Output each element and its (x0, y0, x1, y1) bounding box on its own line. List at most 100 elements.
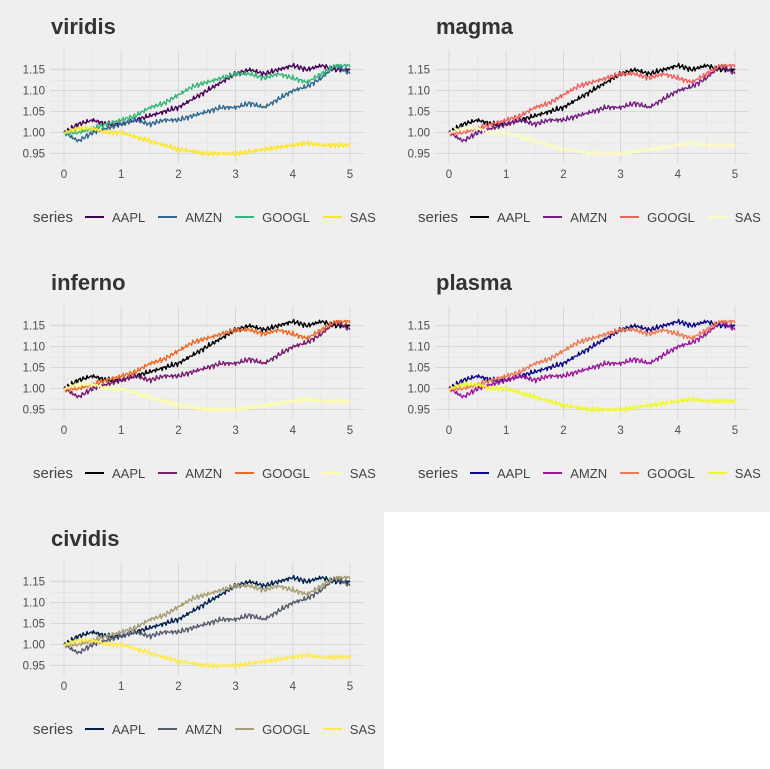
legend-label: AMZN (185, 209, 223, 225)
y-tick-label: 1.15 (408, 65, 430, 77)
y-tick-label: 0.95 (23, 149, 45, 161)
legend-key (158, 728, 178, 730)
y-tick-label: 0.95 (23, 661, 45, 673)
x-tick-label: 4 (675, 169, 682, 181)
y-tick-label: 1.15 (23, 321, 45, 333)
series-line-sas (63, 380, 351, 413)
panel-title: viridis (51, 14, 116, 39)
legend-item-amzn: AMZN (158, 466, 222, 481)
chart-panel-plasma: 0.95 1.00 1.05 1.10 1.15 0 1 2 3 4 5 plasma series AA… (385, 256, 770, 512)
x-tick-label: 0 (446, 169, 452, 181)
legend: series AAPL AMZN GOOGL SAS (33, 463, 389, 483)
panel-title: plasma (436, 270, 512, 295)
x-tick-label: 1 (118, 681, 124, 693)
legend-item-sas: SAS (322, 210, 376, 225)
series-line-googl (63, 575, 351, 649)
legend-key (620, 216, 640, 218)
legend-label: GOOGL (262, 465, 310, 481)
x-tick-label: 3 (232, 169, 238, 181)
legend-item-googl: GOOGL (235, 466, 310, 481)
legend-item-googl: GOOGL (620, 466, 695, 481)
legend-title: series (33, 720, 74, 738)
y-tick-label: 1.10 (23, 342, 45, 354)
x-tick-label: 2 (175, 425, 181, 437)
x-tick-label: 2 (560, 425, 566, 437)
legend-item-sas: SAS (707, 209, 761, 225)
legend-label: SAS (734, 465, 761, 481)
legend-label: AMZN (185, 721, 223, 737)
series-line-amzn (63, 319, 351, 399)
legend-title: series (33, 208, 74, 226)
x-tick-label: 5 (347, 425, 353, 437)
x-tick-label: 3 (232, 681, 238, 693)
legend-item-sas: SAS (322, 722, 376, 737)
legend-label: AMZN (570, 209, 608, 225)
legend-title: series (418, 464, 459, 482)
legend-item-googl: GOOGL (235, 210, 310, 225)
series-line-amzn (448, 319, 736, 399)
chart-panel-inferno: 0.95 1.00 1.05 1.10 1.15 0 1 2 3 4 5 inferno series A… (0, 256, 385, 512)
legend-label: AAPL (112, 721, 146, 737)
legend-item-amzn: AMZN (158, 210, 222, 225)
legend-item-amzn: AMZN (543, 466, 607, 481)
legend-label: GOOGL (262, 209, 310, 225)
legend-key (85, 216, 105, 218)
series-line-googl (448, 319, 736, 393)
chart-svg: 0.95 1.00 1.05 1.10 1.15 0 1 2 3 4 5 (408, 306, 749, 437)
y-tick-label: 1.10 (408, 342, 430, 354)
legend-item-aapl: AAPL (470, 466, 530, 481)
legend-label: GOOGL (647, 465, 695, 481)
legend-key (543, 472, 563, 474)
legend: series AAPL AMZN GOOGL SAS (418, 207, 770, 227)
y-tick-label: 1.15 (408, 321, 430, 333)
y-tick-label: 1.00 (23, 640, 45, 652)
series-line-sas (63, 636, 351, 669)
y-tick-label: 1.00 (23, 384, 45, 396)
y-tick-label: 1.00 (408, 128, 430, 140)
x-tick-label: 1 (503, 169, 509, 181)
legend-label: SAS (734, 209, 761, 225)
legend-key (707, 216, 727, 218)
y-tick-label: 1.10 (23, 598, 45, 610)
x-tick-label: 2 (560, 169, 566, 181)
legend-item-aapl: AAPL (85, 466, 145, 481)
legend-label: AAPL (112, 465, 146, 481)
x-tick-label: 0 (61, 425, 67, 437)
legend-item-aapl: AAPL (470, 210, 530, 225)
chart-panel-cividis: 0.95 1.00 1.05 1.10 1.15 0 1 2 3 4 5 cividis series A… (0, 512, 385, 768)
legend-key (620, 472, 640, 474)
legend-label: SAS (349, 465, 376, 481)
legend-key (543, 216, 563, 218)
y-tick-label: 0.95 (408, 149, 430, 161)
x-tick-label: 4 (290, 169, 297, 181)
y-tick-label: 0.95 (408, 405, 430, 417)
x-tick-label: 0 (446, 425, 452, 437)
legend-key (470, 472, 490, 474)
chart-svg: 0.95 1.00 1.05 1.10 1.15 0 1 2 3 4 5 (23, 306, 364, 437)
x-tick-label: 0 (61, 681, 67, 693)
series-line-sas (448, 124, 736, 157)
x-tick-label: 2 (175, 681, 181, 693)
chart-svg: 0.95 1.00 1.05 1.10 1.15 0 1 2 3 4 5 (23, 50, 364, 181)
legend-key (85, 728, 105, 730)
legend-key (235, 472, 255, 474)
legend-item-googl: GOOGL (620, 210, 695, 225)
x-tick-label: 1 (503, 425, 509, 437)
y-tick-label: 1.05 (23, 619, 45, 631)
x-tick-label: 5 (732, 425, 738, 437)
legend-item-sas: SAS (707, 465, 761, 481)
legend-key (470, 216, 490, 218)
y-tick-label: 1.05 (23, 363, 45, 375)
chart-panel-magma: 0.95 1.00 1.05 1.10 1.15 0 1 2 3 4 5 magma series AAP… (385, 0, 770, 256)
x-tick-label: 5 (732, 169, 738, 181)
chart-panel-viridis: 0.95 1.00 1.05 1.10 1.15 0 1 2 3 4 5 viridis series A… (0, 0, 385, 256)
legend-item-aapl: AAPL (85, 722, 145, 737)
x-tick-label: 3 (232, 425, 238, 437)
y-tick-label: 1.00 (23, 128, 45, 140)
chart-svg: 0.95 1.00 1.05 1.10 1.15 0 1 2 3 4 5 (408, 50, 749, 181)
panel-background (0, 0, 770, 512)
series-line-amzn (63, 575, 351, 655)
x-tick-label: 5 (347, 681, 353, 693)
x-tick-label: 2 (175, 169, 181, 181)
